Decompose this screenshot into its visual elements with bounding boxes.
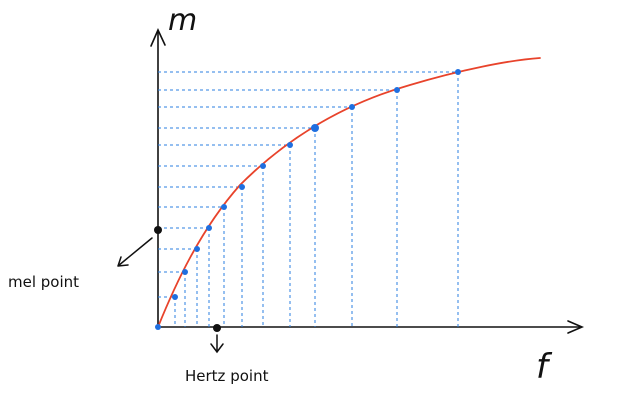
mel-curve (157, 57, 541, 328)
x-axis-arrowhead (567, 320, 585, 334)
curve-point (206, 225, 212, 231)
curve-point (239, 184, 245, 190)
curve-point (349, 104, 355, 110)
mel-point-arrow (117, 237, 153, 267)
curve-point (194, 246, 200, 252)
x-axis-label: f (536, 347, 553, 387)
curve-point (182, 269, 188, 275)
curve-point (455, 69, 461, 75)
curve-point (155, 324, 161, 330)
curve-points (155, 69, 461, 330)
mel-point-label: mel point (8, 273, 79, 291)
hertz-point-arrow (210, 334, 224, 354)
y-axis-arrowhead (150, 28, 166, 47)
curve-point (260, 163, 266, 169)
curve-point (172, 294, 178, 300)
mel-point-marker (154, 226, 162, 234)
axes (150, 28, 585, 334)
guide-lines (158, 71, 459, 327)
hertz-point-marker (213, 324, 221, 332)
y-axis-label: m (168, 3, 197, 38)
hertz-point-label: Hertz point (185, 367, 269, 385)
curve-point (287, 142, 293, 148)
curve-point (221, 204, 227, 210)
curve-point (394, 87, 400, 93)
curve-point (311, 124, 319, 132)
